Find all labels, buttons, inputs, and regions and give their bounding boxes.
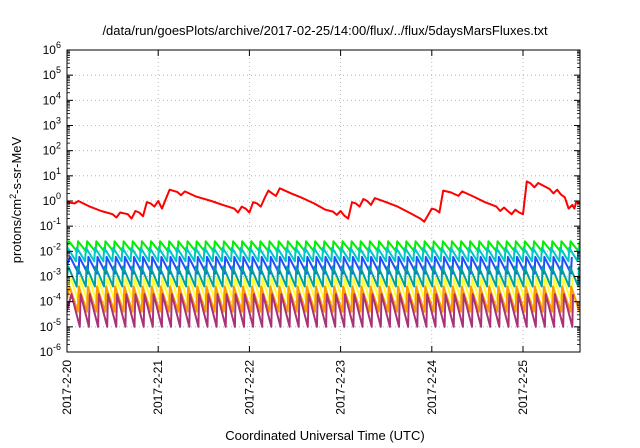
y-tick-label: 10-2 bbox=[40, 241, 61, 258]
x-tick-label: 2017-2-25 bbox=[516, 360, 530, 415]
series-group bbox=[67, 180, 580, 328]
series-line-4 bbox=[67, 255, 573, 275]
y-tick-label: 10-4 bbox=[40, 292, 61, 309]
series-line-3 bbox=[67, 246, 580, 263]
x-tick-label: 2017-2-22 bbox=[242, 360, 256, 415]
x-axis-ticks: 2017-2-20 2017-2-21 2017-2-22 2017-2-23 2017… bbox=[60, 50, 530, 415]
y-axis-label: protons/cm2-s-sr-MeV bbox=[8, 136, 24, 263]
y-tick-label: 104 bbox=[43, 90, 61, 107]
y-axis-label-rest: -s-sr-MeV bbox=[9, 136, 24, 193]
x-tick-label: 2017-2-21 bbox=[151, 360, 165, 415]
y-tick-label: 101 bbox=[43, 166, 61, 183]
y-tick-label: 100 bbox=[43, 191, 61, 208]
y-tick-label: 10-3 bbox=[40, 267, 61, 284]
y-tick-label: 102 bbox=[43, 141, 61, 158]
y-tick-label: 106 bbox=[43, 40, 61, 57]
y-tick-label: 105 bbox=[43, 65, 61, 82]
x-tick-label: 2017-2-24 bbox=[425, 360, 439, 415]
x-tick-label: 2017-2-20 bbox=[60, 360, 74, 415]
x-axis-label: Coordinated Universal Time (UTC) bbox=[225, 428, 424, 443]
y-axis-ticks: 10-6 10-5 10-4 10-3 10-2 10-1 100 101 102 103 104 1… bbox=[40, 40, 580, 359]
y-tick-label: 10-1 bbox=[40, 216, 61, 233]
x-tick-label: 2017-2-23 bbox=[334, 360, 348, 415]
y-axis-label-sup: 2 bbox=[8, 194, 18, 199]
chart-title: /data/run/goesPlots/archive/2017-02-25/1… bbox=[102, 23, 548, 38]
series-line-1 bbox=[67, 180, 580, 223]
y-tick-label: 10-6 bbox=[40, 342, 61, 359]
y-axis-label-base: protons/cm bbox=[9, 199, 24, 263]
series-line-8 bbox=[67, 293, 574, 328]
y-tick-label: 103 bbox=[43, 116, 61, 133]
y-tick-label: 10-5 bbox=[40, 317, 61, 334]
series-line-5 bbox=[67, 265, 580, 288]
